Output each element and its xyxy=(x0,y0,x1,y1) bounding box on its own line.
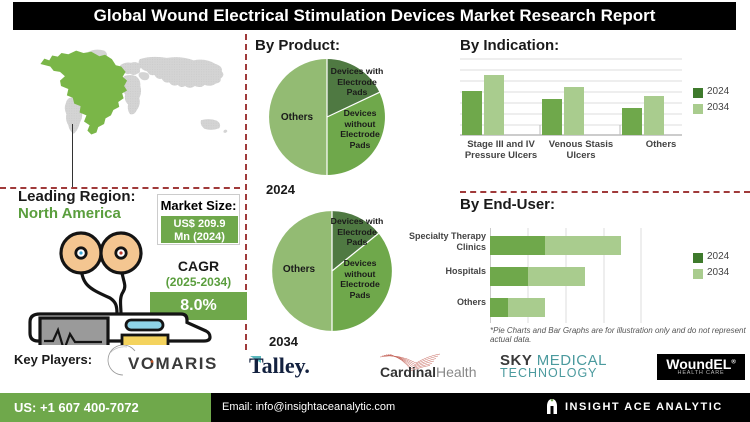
svg-text:CardinalHealth: CardinalHealth xyxy=(380,364,476,380)
svg-text:VOMARIS: VOMARIS xyxy=(128,354,218,373)
svg-text:Talley.: Talley. xyxy=(249,353,310,378)
